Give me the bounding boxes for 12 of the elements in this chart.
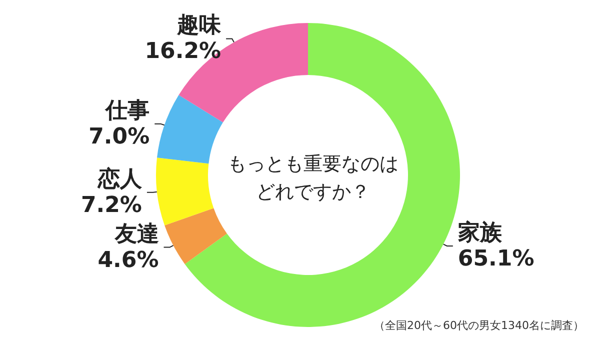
slice-label: 友達 [114,222,159,247]
data-label: 65.1% [458,246,534,272]
data-label: 16.2% [144,39,222,64]
data-label: 7.0% [88,124,150,150]
slice-label: 仕事 [104,98,150,124]
text: もっとも重要なのはどれですか？ [228,153,398,203]
slice-label: 趣味 [176,13,222,38]
data-label: 4.6% [98,248,159,273]
slice-label: 家族 [456,219,503,246]
text: （全国20代～60代の男女1340名に調査） [374,319,584,332]
slice-label: 恋人 [96,166,143,192]
data-label: 7.2% [80,192,142,218]
